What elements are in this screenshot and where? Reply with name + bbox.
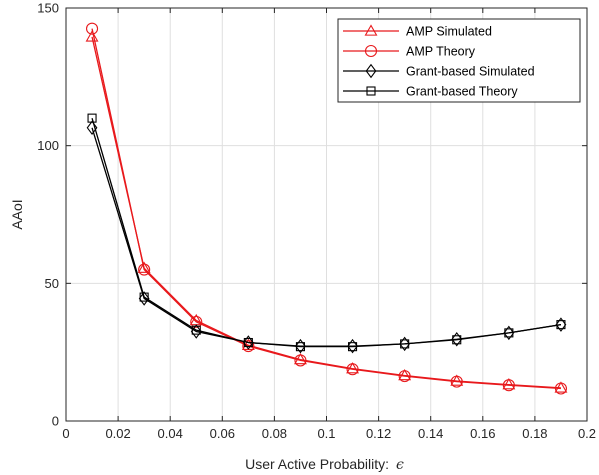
x-tick-label: 0.14 <box>418 426 443 441</box>
data-point-diamond <box>399 336 411 352</box>
data-point-triangle <box>450 374 464 386</box>
data-point-triangle <box>294 352 307 365</box>
legend-marker-circle <box>364 44 378 58</box>
data-point-diamond <box>555 317 567 332</box>
legend-marker-square <box>366 86 376 96</box>
x-tick-label: 0.08 <box>262 426 287 441</box>
x-axis-title: User Active Probability: ϵ <box>245 456 404 473</box>
data-point-square <box>243 337 253 348</box>
data-point-diamond <box>190 324 202 339</box>
data-point-triangle <box>554 381 568 393</box>
legend-item: Grant-based Simulated <box>343 63 535 79</box>
data-point-diamond <box>503 325 515 341</box>
data-point-triangle <box>137 261 151 273</box>
x-tick-label: 0.1 <box>317 426 335 441</box>
data-point-circle <box>450 375 463 388</box>
data-point-square <box>87 113 97 123</box>
data-point-diamond <box>295 338 306 354</box>
legend-item: AMP Theory <box>343 45 476 59</box>
legend-item: Grant-based Theory <box>343 85 518 99</box>
x-tick-label: 0.18 <box>522 426 547 441</box>
data-point-triangle <box>85 30 99 42</box>
data-point-diamond <box>138 291 150 306</box>
data-point-diamond <box>347 338 358 354</box>
data-point-square <box>504 328 514 338</box>
x-axis-title-text: User Active Probability: <box>245 456 389 472</box>
data-point-circle <box>398 370 411 383</box>
data-point-circle <box>190 315 203 328</box>
data-point-square <box>191 325 201 335</box>
data-point-circle <box>346 363 359 376</box>
x-tick-label: 0.16 <box>470 426 495 441</box>
legend-marker-triangle <box>364 24 378 36</box>
data-point-circle <box>242 340 255 353</box>
x-tick-label: 0.12 <box>366 426 391 441</box>
data-point-triangle <box>398 368 412 381</box>
x-axis-title-symbol: ϵ <box>396 457 404 473</box>
series-amp-theory <box>86 22 568 395</box>
y-tick-label: 100 <box>37 138 59 153</box>
x-tick-label: 0.02 <box>105 426 130 441</box>
data-point-diamond <box>86 120 98 135</box>
data-point-circle <box>294 354 307 367</box>
legend-label: Grant-based Simulated <box>406 65 535 79</box>
data-point-diamond <box>451 332 463 347</box>
data-point-circle <box>138 263 151 276</box>
legend-marker-diamond <box>365 63 377 79</box>
data-point-circle <box>502 379 515 392</box>
x-tick-label: 0.06 <box>210 426 235 441</box>
series-line <box>91 117 562 348</box>
y-axis-title: AAoI <box>9 199 25 229</box>
legend-box <box>337 18 581 103</box>
x-tick-label: 0.04 <box>158 426 183 441</box>
data-point-circle <box>554 382 568 395</box>
data-point-square <box>295 342 306 352</box>
data-point-square <box>452 335 462 345</box>
axis-ticks: 0 0.02 0.04 0.06 0.08 0.1 0.12 0.14 0.16 0.18 0.2 0… <box>37 1 596 442</box>
series-grant-based-theory <box>87 113 566 352</box>
legend-label: AMP Simulated <box>406 25 492 39</box>
data-point-triangle <box>502 378 516 390</box>
series-line <box>91 28 561 390</box>
x-tick-label: 0 <box>62 426 69 441</box>
data-point-circle <box>86 22 99 35</box>
y-tick-label: 0 <box>52 414 59 429</box>
series-lines <box>85 22 568 395</box>
legend-item: AMP Simulated <box>343 24 492 39</box>
legend-label: AMP Theory <box>406 45 476 59</box>
y-tick-label: 50 <box>45 276 59 291</box>
x-tick-label: 0.2 <box>578 426 596 441</box>
data-point-triangle <box>346 362 359 374</box>
data-point-square <box>347 342 358 352</box>
legend: AMP Simulated AMP Theory Grant-based Simul… <box>337 18 581 103</box>
data-point-square <box>139 292 149 302</box>
data-point-square <box>556 320 566 330</box>
data-point-diamond <box>242 335 254 350</box>
y-tick-label: 150 <box>37 1 59 16</box>
data-point-square <box>400 339 410 349</box>
legend-label: Grant-based Theory <box>406 85 518 99</box>
